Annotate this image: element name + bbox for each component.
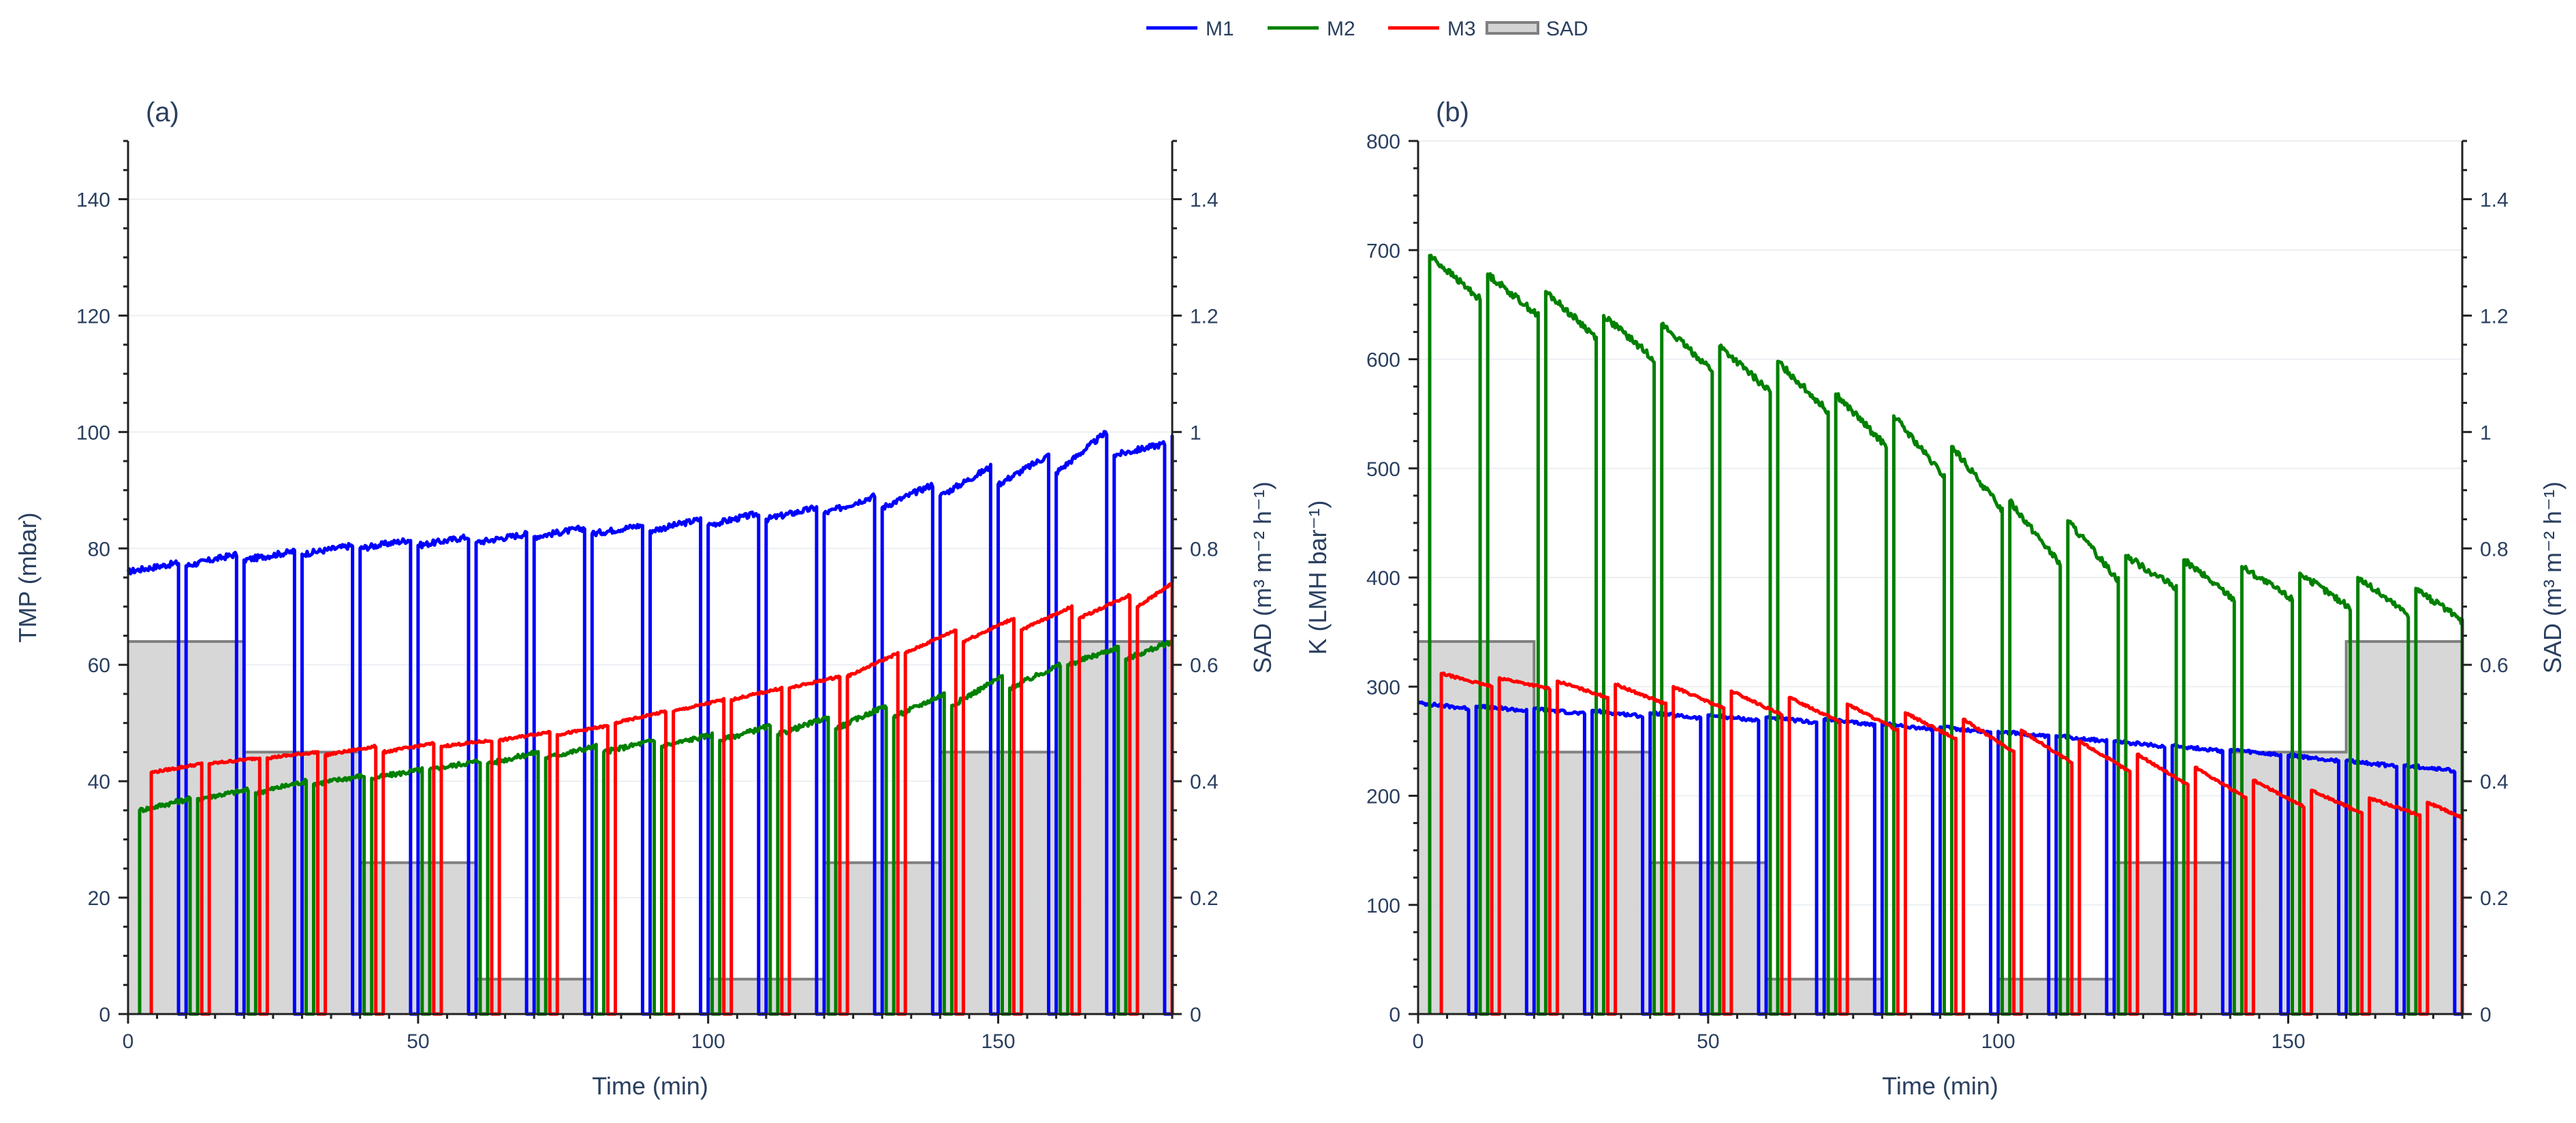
y2-tick-label: 0.6 bbox=[2480, 654, 2509, 677]
y-tick-label: 80 bbox=[88, 538, 110, 560]
series-line-m1 bbox=[126, 430, 1174, 1016]
y-tick-label: 300 bbox=[1366, 676, 1400, 699]
y-tick-label: 400 bbox=[1366, 567, 1400, 590]
x-axis-title: Time (min) bbox=[592, 1072, 708, 1100]
y2-tick-label: 0.8 bbox=[2480, 538, 2509, 560]
y2-tick-label: 1.4 bbox=[2480, 189, 2509, 211]
legend-swatch-sad bbox=[1486, 21, 1539, 35]
y2-tick-label: 1.2 bbox=[2480, 305, 2509, 328]
y-tick-label: 100 bbox=[1366, 895, 1400, 917]
y-tick-label: 120 bbox=[76, 305, 110, 328]
y-tick-label: 140 bbox=[76, 189, 110, 211]
y-tick-label: 800 bbox=[1366, 131, 1400, 153]
y-tick-label: 20 bbox=[88, 887, 110, 910]
sad-area bbox=[1418, 642, 2462, 1014]
y2-axis-title: SAD (m³ m⁻² h⁻¹) bbox=[2539, 481, 2566, 674]
x-tick-label: 150 bbox=[981, 1030, 1015, 1053]
x-tick-label: 0 bbox=[1413, 1030, 1424, 1053]
y-tick-label: 700 bbox=[1366, 240, 1400, 262]
y2-tick-label: 0 bbox=[1190, 1004, 1201, 1026]
y-tick-label: 500 bbox=[1366, 458, 1400, 481]
legend: M1 M2 M3 SAD bbox=[1146, 18, 1588, 40]
legend-item-m2: M2 bbox=[1268, 18, 1355, 40]
y-tick-label: 60 bbox=[88, 654, 110, 677]
x-axis-title: Time (min) bbox=[1882, 1072, 1998, 1100]
y2-tick-label: 0.4 bbox=[1190, 771, 1219, 793]
chart-panel-a: 0 50 100 150 0 20 40 60 80 100 120 140 0 0.2 0.4 0.6 0.8… bbox=[14, 97, 1276, 1100]
y-tick-label: 0 bbox=[1389, 1004, 1400, 1026]
y2-axis-title: SAD (m³ m⁻² h⁻¹) bbox=[1248, 481, 1276, 674]
y2-tick-label: 0.6 bbox=[1190, 654, 1219, 677]
legend-item-m1: M1 bbox=[1146, 18, 1234, 40]
panel-label: (a) bbox=[146, 97, 179, 127]
y2-tick-label: 1 bbox=[2480, 422, 2492, 444]
legend-label-m3: M3 bbox=[1447, 18, 1476, 40]
legend-item-m3: M3 bbox=[1388, 18, 1476, 40]
y2-tick-label: 1 bbox=[1190, 422, 1201, 444]
y2-tick-label: 0.2 bbox=[2480, 887, 2509, 910]
y2-tick-label: 0.8 bbox=[1190, 538, 1219, 560]
x-tick-label: 50 bbox=[407, 1030, 429, 1053]
y-tick-label: 200 bbox=[1366, 786, 1400, 808]
legend-label-sad: SAD bbox=[1546, 18, 1588, 40]
legend-label-m2: M2 bbox=[1327, 18, 1355, 40]
x-tick-label: 50 bbox=[1697, 1030, 1719, 1053]
x-tick-label: 150 bbox=[2271, 1030, 2305, 1053]
x-tick-label: 0 bbox=[123, 1030, 134, 1053]
y-tick-label: 40 bbox=[88, 771, 110, 793]
panel-label: (b) bbox=[1436, 97, 1469, 127]
x-tick-label: 100 bbox=[1981, 1030, 2015, 1053]
y-tick-label: 100 bbox=[76, 422, 110, 444]
y2-tick-label: 0 bbox=[2480, 1004, 2492, 1026]
legend-label-m1: M1 bbox=[1206, 18, 1234, 40]
legend-item-sad: SAD bbox=[1486, 18, 1588, 40]
sad-area bbox=[128, 642, 1172, 1014]
x-tick-label: 100 bbox=[691, 1030, 725, 1053]
y-tick-label: 600 bbox=[1366, 349, 1400, 372]
y2-tick-label: 1.4 bbox=[1190, 189, 1219, 211]
y-axis-title: TMP (mbar) bbox=[14, 512, 42, 642]
y2-tick-label: 0.2 bbox=[1190, 887, 1219, 910]
chart-panel-b: 0 50 100 150 0 100 200 300 400 500 600 700 800 0 0.2 0.… bbox=[1304, 97, 2566, 1100]
y2-tick-label: 1.2 bbox=[1190, 305, 1219, 328]
y-axis-title: K (LMH bar⁻¹) bbox=[1304, 500, 1332, 654]
y2-tick-label: 0.4 bbox=[2480, 771, 2509, 793]
y-tick-label: 0 bbox=[99, 1004, 110, 1026]
